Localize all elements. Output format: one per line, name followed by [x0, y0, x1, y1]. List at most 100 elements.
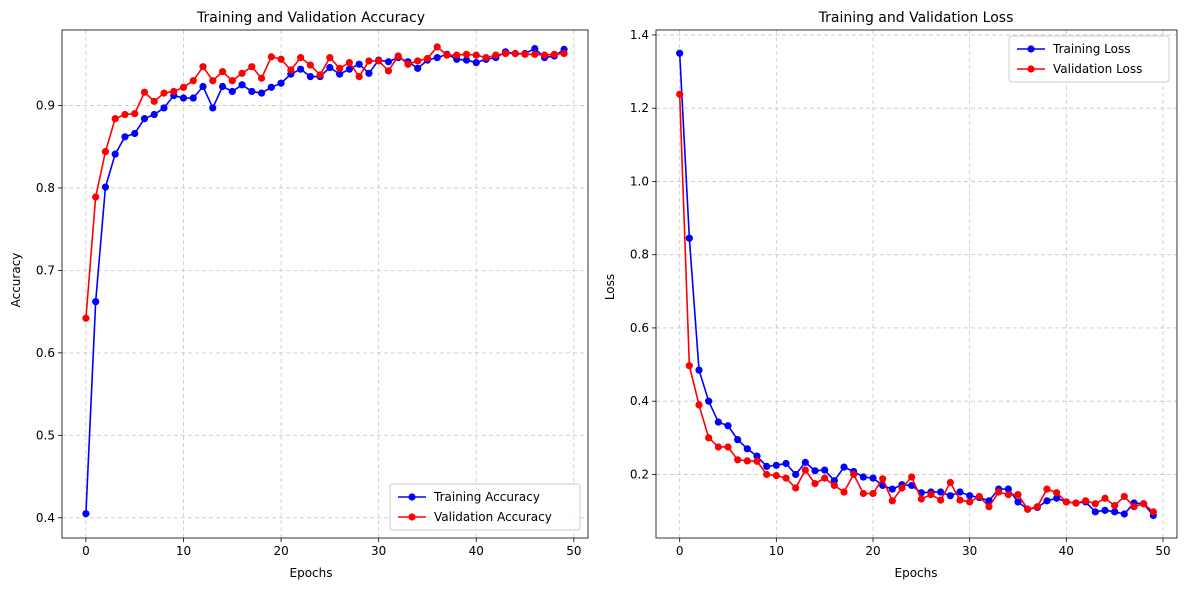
accuracy-series-validation-point [316, 71, 324, 79]
loss-series-training-line [678, 53, 1154, 516]
loss-series-training-point [705, 397, 713, 405]
accuracy-series-validation [82, 43, 568, 322]
accuracy-x-tick-label: 0 [82, 544, 90, 558]
accuracy-series-validation-point [257, 74, 266, 82]
accuracy-series-validation-point [170, 87, 178, 96]
loss-series-validation-point [908, 473, 916, 481]
loss-series-training-point [908, 481, 916, 490]
loss-series-training-point [1101, 506, 1109, 514]
accuracy-series-training-point [384, 58, 393, 66]
loss-series-validation-point [705, 434, 713, 442]
accuracy-series-validation-point [492, 51, 500, 59]
accuracy-x-tick-label: 30 [371, 544, 386, 558]
accuracy-series-validation-point [267, 53, 275, 61]
loss-legend-label: Training Loss [1052, 42, 1130, 56]
loss-series-training-point [782, 459, 790, 468]
loss-series-validation-point [1140, 500, 1148, 508]
accuracy-series-training-point [218, 82, 227, 91]
loss-series-training-point [859, 473, 867, 481]
accuracy-y-tick-label: 0.6 [36, 346, 55, 360]
accuracy-legend-marker [408, 493, 416, 501]
loss-series-validation-point [956, 496, 964, 504]
accuracy-y-tick-label: 0.5 [36, 428, 55, 442]
accuracy-series-validation-point [179, 83, 188, 91]
loss-series-validation-point [1101, 494, 1109, 502]
loss-series-training-point [1004, 485, 1012, 493]
accuracy-series-training-point [326, 63, 334, 72]
accuracy-legend-label: Validation Accuracy [434, 510, 552, 524]
loss-x-axis-label: Epochs [895, 566, 938, 580]
loss-series-validation-point [1043, 485, 1051, 493]
accuracy-series-validation-point [404, 60, 412, 68]
accuracy-legend: Training Accuracy Validation Accuracy [389, 483, 581, 531]
accuracy-series-validation-point [111, 115, 119, 123]
loss-y-tick-label: 1.4 [630, 28, 649, 42]
loss-series-validation-point [811, 480, 819, 488]
loss-series-validation [676, 90, 1157, 516]
loss-series-training-point [1091, 508, 1099, 516]
loss-series-validation-point [763, 470, 771, 479]
loss-y-tick-label: 0.6 [630, 321, 649, 335]
accuracy-y-tick-label: 0.9 [36, 98, 55, 112]
accuracy-series-training-point [131, 129, 139, 138]
accuracy-series-validation-point [326, 54, 334, 62]
loss-series-training-point [1120, 510, 1128, 518]
accuracy-series-validation-point [453, 51, 461, 59]
loss-y-axis-label: Loss [603, 274, 617, 300]
accuracy-series-training-point [238, 81, 246, 89]
accuracy-series-validation-point [287, 66, 295, 74]
loss-series-validation-point [724, 443, 732, 451]
loss-series-validation-point [772, 471, 780, 480]
accuracy-series-validation-point [384, 67, 393, 75]
loss-series-training-point [714, 418, 722, 426]
accuracy-series-validation-point [540, 51, 549, 59]
accuracy-series-validation-point [306, 61, 314, 69]
accuracy-series-training-point [462, 56, 471, 64]
accuracy-series-validation-point [150, 97, 158, 105]
accuracy-series-validation-point [560, 49, 568, 58]
accuracy-legend-marker [408, 513, 416, 521]
accuracy-series-training-point [140, 115, 149, 123]
accuracy-series-training-point [257, 89, 266, 97]
loss-series-validation-point [1082, 497, 1090, 505]
loss-series-training-point [811, 467, 819, 475]
loss-legend-label: Validation Loss [1053, 62, 1142, 76]
loss-series-training-point [946, 492, 954, 500]
loss-series-validation-point [840, 488, 848, 496]
loss-x-tick-label: 40 [1059, 544, 1074, 558]
accuracy-series-validation-point [92, 193, 100, 201]
accuracy-series-validation-point [511, 49, 519, 58]
loss-series-validation-point [1130, 503, 1138, 511]
loss-series-validation-point [821, 474, 829, 482]
loss-series-validation-point [850, 470, 858, 479]
loss-series-training-point [1014, 498, 1022, 506]
loss-x-tick-label: 50 [1155, 544, 1170, 558]
accuracy-series-training-point [433, 54, 441, 62]
accuracy-series-validation-point [521, 50, 529, 58]
accuracy-series-validation-point [238, 69, 246, 77]
accuracy-series-validation-point [248, 63, 256, 71]
accuracy-y-axis-label: Accuracy [9, 253, 23, 308]
loss-y-tick-label: 1.2 [630, 101, 649, 115]
loss-series-validation-point [888, 497, 896, 505]
loss-series-validation-point [946, 478, 954, 487]
loss-series-training-point [763, 462, 771, 470]
loss-series-validation-point [937, 496, 945, 504]
loss-legend-marker [1027, 65, 1035, 73]
accuracy-series-training-line [85, 47, 565, 514]
accuracy-series-validation-point [501, 49, 510, 58]
loss-plot-frame [655, 29, 1178, 539]
loss-series-validation-point [734, 456, 742, 464]
loss-series-validation-point [898, 484, 906, 492]
loss-series-training-point [1043, 497, 1051, 505]
loss-series-training-point [676, 49, 684, 57]
loss-y-tick-label: 0.2 [630, 467, 649, 481]
accuracy-series-training-point [267, 83, 275, 91]
accuracy-series-validation-point [423, 54, 432, 63]
accuracy-series-training-point [189, 94, 197, 102]
accuracy-series-training [82, 44, 568, 518]
accuracy-series-training-point [101, 183, 110, 191]
accuracy-series-validation-point [218, 68, 227, 76]
accuracy-series-validation-point [355, 72, 363, 81]
loss-series-training-point [1053, 494, 1061, 502]
